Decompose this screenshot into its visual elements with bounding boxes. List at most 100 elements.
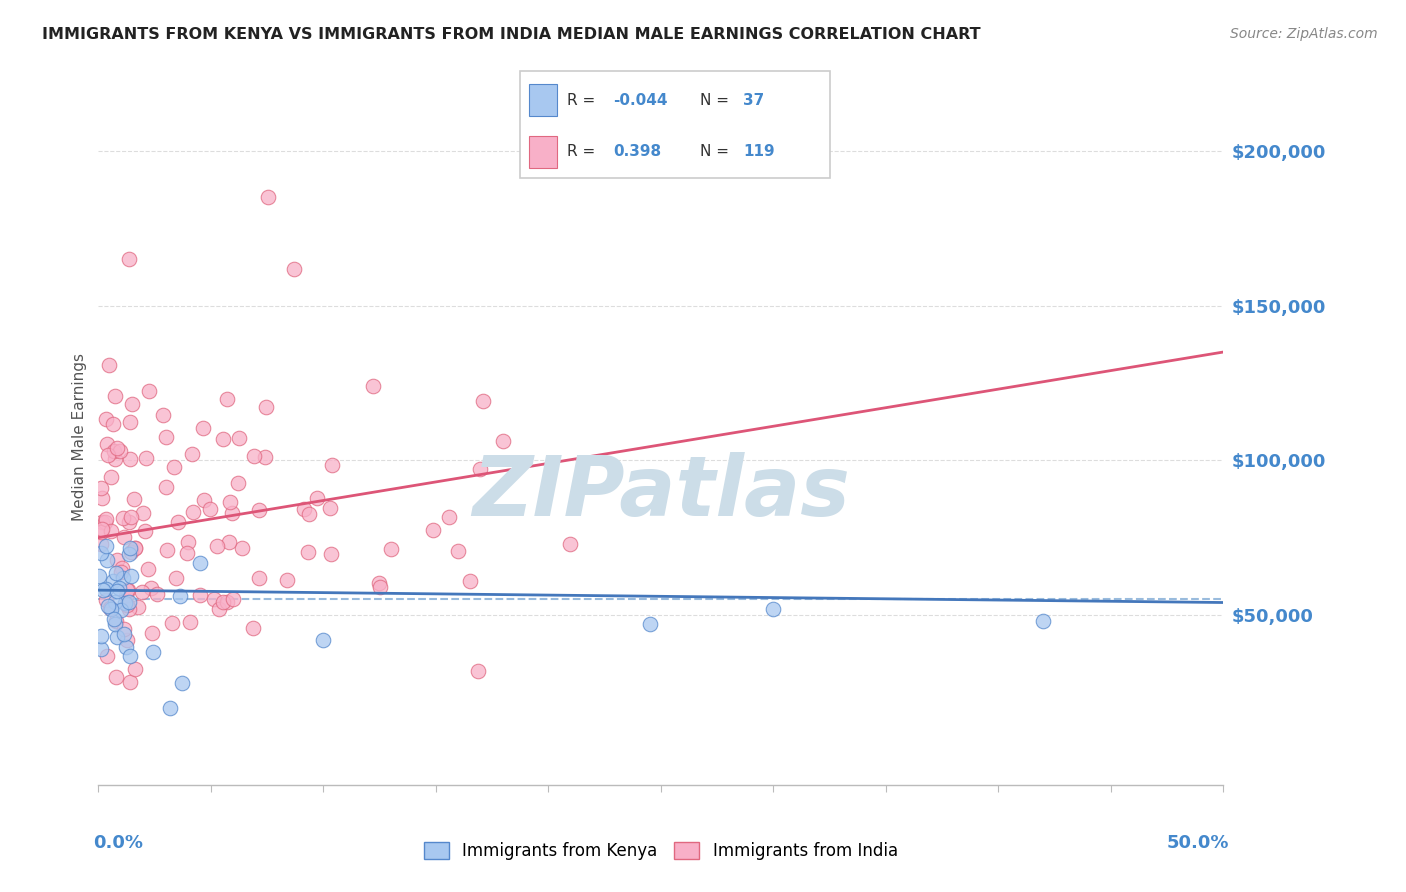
Point: [321, 547, 343, 561]
Point: [307, 491, 329, 505]
Point: [159, 700, 181, 714]
Point: [112, 530, 135, 544]
Point: [96, 512, 118, 526]
Point: [118, 649, 141, 664]
Point: [118, 595, 141, 609]
Point: [163, 459, 186, 474]
Point: [470, 461, 492, 475]
Point: [97, 448, 120, 462]
Point: [380, 541, 402, 556]
Text: 0.0%: 0.0%: [93, 834, 143, 852]
Point: [179, 615, 201, 629]
Point: [207, 602, 229, 616]
Point: [103, 574, 125, 589]
Y-axis label: Median Male Earnings: Median Male Earnings: [72, 353, 87, 521]
Point: [120, 545, 142, 559]
Point: [120, 451, 142, 466]
Point: [103, 612, 125, 626]
Point: [141, 626, 163, 640]
Point: [243, 449, 266, 463]
Point: [312, 632, 335, 647]
Point: [762, 601, 785, 615]
Point: [247, 571, 270, 585]
Point: [131, 584, 153, 599]
Point: [118, 415, 141, 429]
Point: [276, 574, 298, 588]
Point: [105, 553, 128, 567]
Point: [212, 594, 235, 608]
Point: [492, 434, 515, 448]
FancyBboxPatch shape: [520, 71, 830, 178]
Point: [437, 510, 460, 524]
Point: [118, 252, 141, 267]
Point: [146, 587, 169, 601]
Point: [120, 675, 142, 690]
Point: [256, 190, 278, 204]
Point: [638, 617, 661, 632]
Point: [215, 392, 238, 406]
Point: [118, 515, 141, 529]
Point: [319, 501, 342, 516]
Point: [118, 548, 141, 562]
Point: [458, 574, 481, 589]
Point: [104, 617, 127, 632]
Point: [114, 596, 136, 610]
Point: [292, 502, 315, 516]
Point: [560, 536, 582, 550]
Point: [121, 397, 143, 411]
Point: [231, 541, 253, 556]
Point: [90, 481, 112, 495]
Point: [120, 541, 142, 555]
Point: [215, 595, 238, 609]
Text: N =: N =: [700, 93, 728, 108]
FancyBboxPatch shape: [530, 84, 557, 116]
Point: [170, 676, 193, 690]
Point: [105, 614, 128, 628]
Point: [221, 591, 243, 606]
Point: [228, 431, 250, 445]
Point: [283, 261, 305, 276]
Point: [297, 545, 319, 559]
Text: IMMIGRANTS FROM KENYA VS IMMIGRANTS FROM INDIA MEDIAN MALE EARNINGS CORRELATION : IMMIGRANTS FROM KENYA VS IMMIGRANTS FROM…: [42, 27, 981, 42]
Text: 50.0%: 50.0%: [1167, 834, 1229, 852]
Point: [115, 590, 138, 604]
Point: [97, 599, 120, 613]
Point: [169, 589, 191, 603]
Point: [1032, 614, 1054, 628]
Point: [98, 601, 121, 615]
Point: [96, 648, 118, 663]
Point: [138, 384, 160, 399]
Point: [142, 645, 165, 659]
Point: [205, 539, 228, 553]
Point: [155, 480, 177, 494]
Point: [368, 576, 391, 591]
Point: [96, 582, 118, 596]
Point: [90, 524, 112, 539]
Point: [124, 541, 146, 556]
Point: [446, 543, 468, 558]
Point: [94, 515, 117, 529]
Point: [180, 447, 202, 461]
Text: -0.044: -0.044: [613, 93, 668, 108]
Point: [177, 534, 200, 549]
Point: [115, 583, 138, 598]
Point: [221, 506, 243, 520]
Point: [218, 534, 240, 549]
Point: [165, 571, 187, 585]
Text: R =: R =: [567, 145, 595, 159]
Point: [117, 582, 139, 597]
Point: [115, 599, 138, 613]
Point: [117, 632, 139, 647]
Text: ZIPatlas: ZIPatlas: [472, 452, 849, 533]
Point: [152, 408, 174, 422]
Point: [200, 502, 222, 516]
Point: [91, 491, 114, 505]
Point: [112, 627, 135, 641]
Point: [211, 432, 233, 446]
Point: [472, 393, 495, 408]
Point: [94, 593, 117, 607]
Point: [111, 560, 134, 574]
Point: [89, 569, 111, 583]
Point: [90, 641, 112, 656]
Point: [124, 541, 146, 555]
